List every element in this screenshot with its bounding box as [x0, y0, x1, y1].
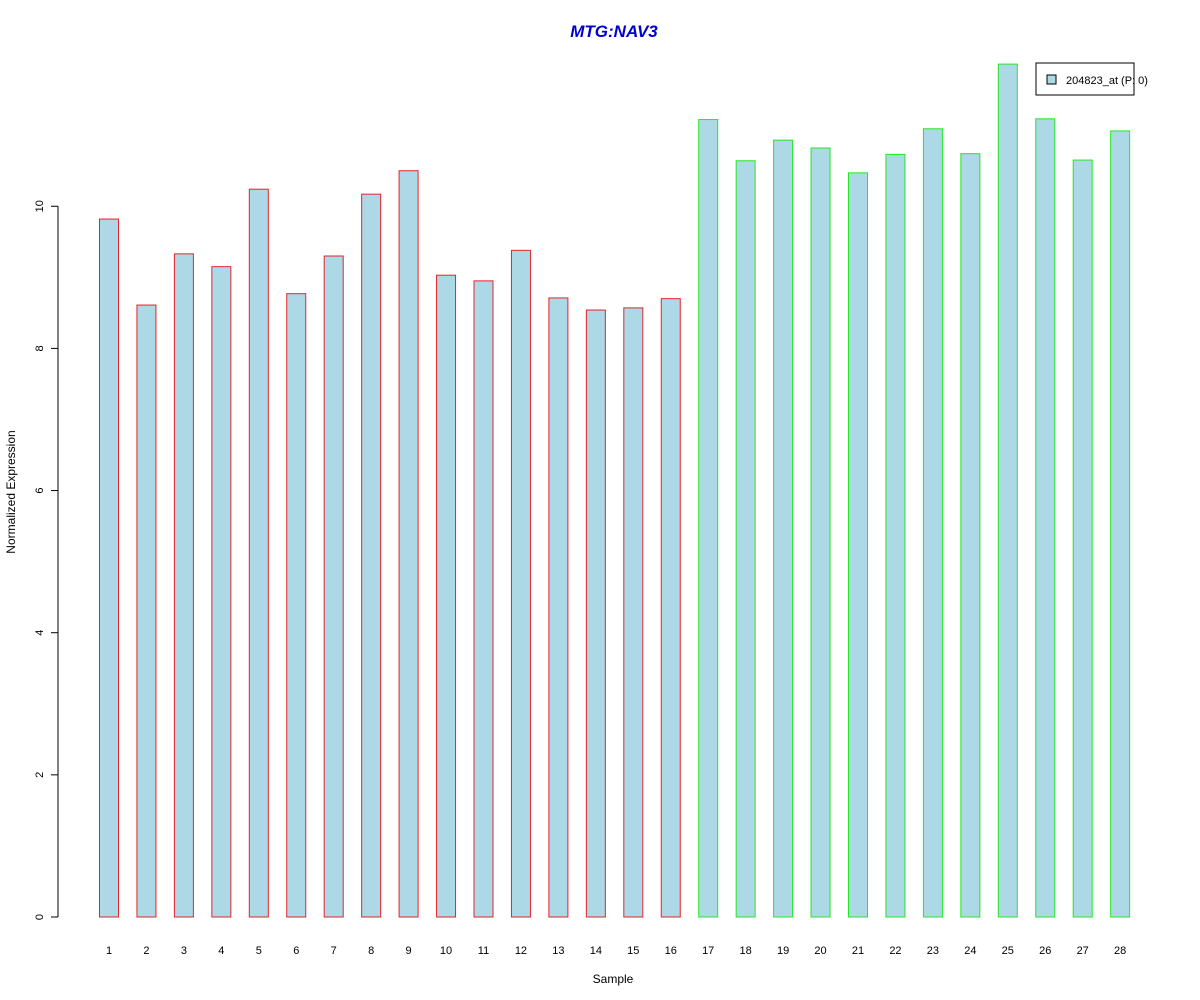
legend-label: 204823_at (P: 0)	[1066, 75, 1148, 87]
chart-title: MTG:NAV3	[570, 22, 658, 41]
bar-sample-14	[585, 309, 606, 918]
x-axis-label: Sample	[593, 972, 634, 986]
bar-sample-20	[810, 147, 831, 918]
x-tick-label-20: 20	[814, 945, 826, 957]
bar-sample-3	[173, 253, 194, 918]
bar-sample-7	[323, 255, 344, 918]
bar-sample-23	[922, 128, 943, 918]
y-axis: 0 2 4 6 8 10	[34, 200, 59, 920]
x-tick-label-7: 7	[331, 945, 337, 957]
bar-sample-19	[773, 139, 794, 918]
y-tick-label-6: 6	[34, 487, 46, 493]
x-tick-label-14: 14	[590, 945, 602, 957]
x-tick-label-19: 19	[777, 945, 789, 957]
bar-sample-21	[848, 172, 868, 918]
bar-sample-17	[698, 119, 719, 918]
x-tick-label-8: 8	[368, 945, 374, 957]
x-tick-label-10: 10	[440, 945, 452, 957]
bar-sample-18	[735, 160, 756, 918]
x-tick-label-5: 5	[256, 945, 262, 957]
y-tick-label-2: 2	[34, 772, 46, 778]
x-tick-label-28: 28	[1114, 945, 1126, 957]
x-axis-ticks: 1 2 3 4 5 6 7 8 9 10 11 12 13 14 15 16 17 18 19 20 21 22 23 24 2…	[106, 945, 1126, 957]
bar-sample-22	[885, 153, 906, 918]
x-tick-label-16: 16	[665, 945, 677, 957]
x-tick-label-26: 26	[1039, 945, 1051, 957]
y-tick-label-0: 0	[34, 914, 46, 920]
bar-sample-8	[361, 193, 382, 918]
x-tick-label-11: 11	[478, 945, 489, 957]
bars	[99, 63, 1131, 918]
x-tick-label-22: 22	[889, 945, 901, 957]
legend: 204823_at (P: 0)	[1035, 62, 1148, 96]
bar-sample-6	[286, 293, 307, 918]
bar-sample-13	[548, 297, 569, 918]
y-axis-label: Normalized Expression	[4, 430, 18, 553]
x-tick-label-13: 13	[552, 945, 564, 957]
bar-sample-4	[211, 266, 232, 918]
x-tick-label-24: 24	[964, 945, 976, 957]
x-tick-label-18: 18	[740, 945, 752, 957]
x-tick-label-15: 15	[627, 945, 639, 957]
bar-sample-11	[473, 280, 494, 918]
bar-sample-10	[436, 274, 457, 918]
x-tick-label-4: 4	[218, 945, 224, 957]
bar-sample-5	[248, 188, 269, 918]
y-tick-label-8: 8	[34, 345, 46, 351]
bar-sample-2	[136, 304, 157, 918]
x-tick-label-25: 25	[1002, 945, 1014, 957]
x-tick-label-12: 12	[515, 945, 527, 957]
legend-box	[1035, 62, 1135, 96]
x-tick-label-1: 1	[106, 945, 112, 957]
bar-sample-9	[398, 170, 419, 918]
x-tick-label-3: 3	[181, 945, 187, 957]
x-tick-label-27: 27	[1077, 945, 1089, 957]
bar-sample-1	[99, 218, 119, 918]
x-tick-label-17: 17	[702, 945, 714, 957]
bar-sample-27	[1072, 159, 1093, 918]
x-tick-label-9: 9	[406, 945, 412, 957]
bar-sample-15	[623, 307, 644, 918]
bar-sample-25	[997, 63, 1018, 918]
y-tick-label-10: 10	[34, 200, 46, 212]
x-tick-label-2: 2	[143, 945, 149, 957]
bar-sample-24	[960, 153, 981, 918]
legend-swatch	[1046, 74, 1057, 85]
y-tick-label-4: 4	[34, 630, 46, 636]
x-tick-label-23: 23	[927, 945, 939, 957]
bar-sample-28	[1110, 130, 1131, 918]
bar-sample-16	[660, 298, 681, 918]
x-tick-label-21: 21	[852, 945, 864, 957]
bar-sample-12	[510, 249, 531, 918]
bar-sample-26	[1035, 118, 1056, 918]
x-tick-label-6: 6	[293, 945, 299, 957]
